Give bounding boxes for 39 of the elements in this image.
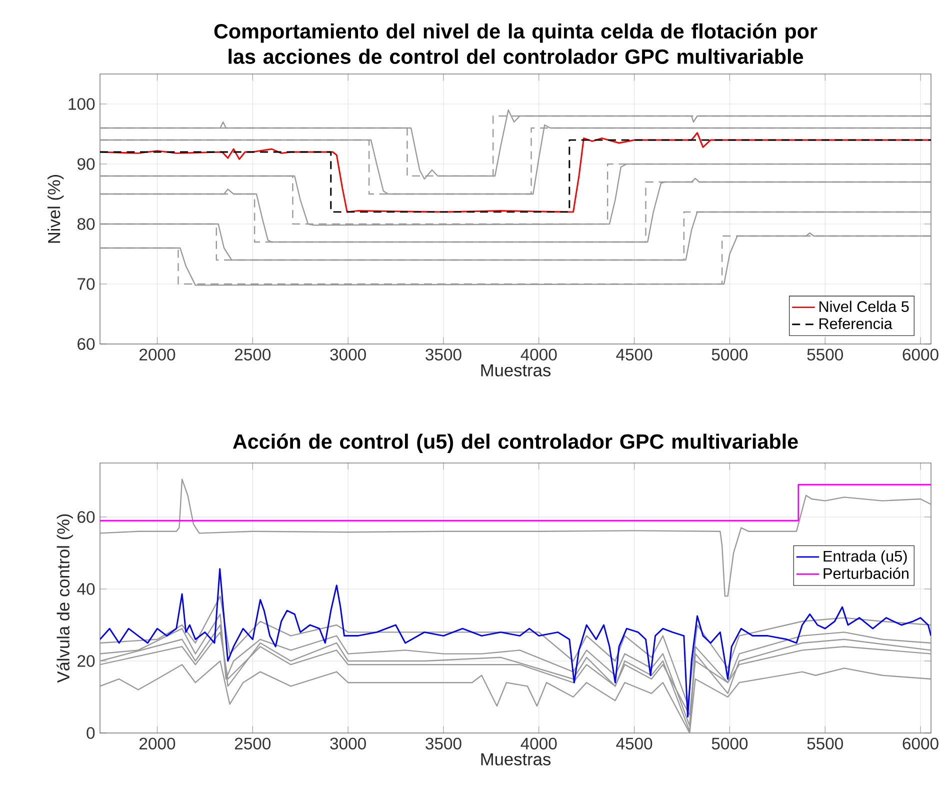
x-tick-label: 6000	[902, 348, 938, 361]
x-tick-label: 5500	[807, 348, 843, 361]
x-tick-label: 3000	[330, 738, 366, 750]
x-tick-label: 4000	[520, 348, 557, 361]
x-tick-label: 2000	[140, 348, 176, 361]
y-tick-label: 20	[78, 655, 95, 667]
y-axis-title: Nivel (%)	[48, 174, 64, 243]
line-series	[100, 478, 932, 597]
x-tick-label: 3500	[426, 738, 462, 750]
y-tick-label: 90	[78, 158, 95, 170]
chart-title: Acción de control (u5) del controlador GPC multivariable	[232, 434, 798, 453]
y-tick-label: 60	[78, 511, 95, 523]
legend-label: Referencia	[820, 318, 892, 330]
x-axis-title: Muestras	[481, 753, 551, 766]
legend-label: Perturbación	[824, 568, 908, 579]
x-tick-label: 5000	[712, 738, 748, 750]
x-tick-label: 3500	[426, 348, 462, 361]
x-tick-label: 4000	[520, 738, 557, 750]
y-tick-label: 70	[78, 278, 95, 290]
y-tick-label: 60	[78, 338, 95, 350]
x-tick-label: 4500	[616, 348, 652, 361]
y-tick-label: 100	[68, 98, 95, 110]
x-tick-label: 5000	[712, 348, 748, 361]
y-tick-label: 40	[77, 583, 95, 595]
legend-label: Nivel Celda 5	[820, 300, 909, 312]
y-axis-title: Válvula de control (%)	[56, 514, 73, 683]
legend-label: Entrada (u5)	[824, 550, 907, 565]
chart-title: Comportamiento del nivel de la quinta celda de flotación por las acciones de control del controlador GPC multivariable	[214, 23, 818, 64]
y-tick-label: 0	[86, 727, 95, 739]
x-tick-label: 3000	[330, 348, 366, 361]
x-tick-label: 2000	[140, 738, 176, 750]
x-tick-label: 5500	[807, 738, 843, 750]
x-tick-label: 6000	[902, 738, 938, 750]
x-tick-label: 2500	[234, 348, 271, 361]
x-tick-label: 2500	[234, 738, 271, 750]
y-tick-label: 80	[77, 218, 95, 230]
x-axis-title: Muestras	[481, 364, 551, 376]
x-tick-label: 4500	[616, 738, 652, 750]
line-series	[100, 568, 932, 718]
